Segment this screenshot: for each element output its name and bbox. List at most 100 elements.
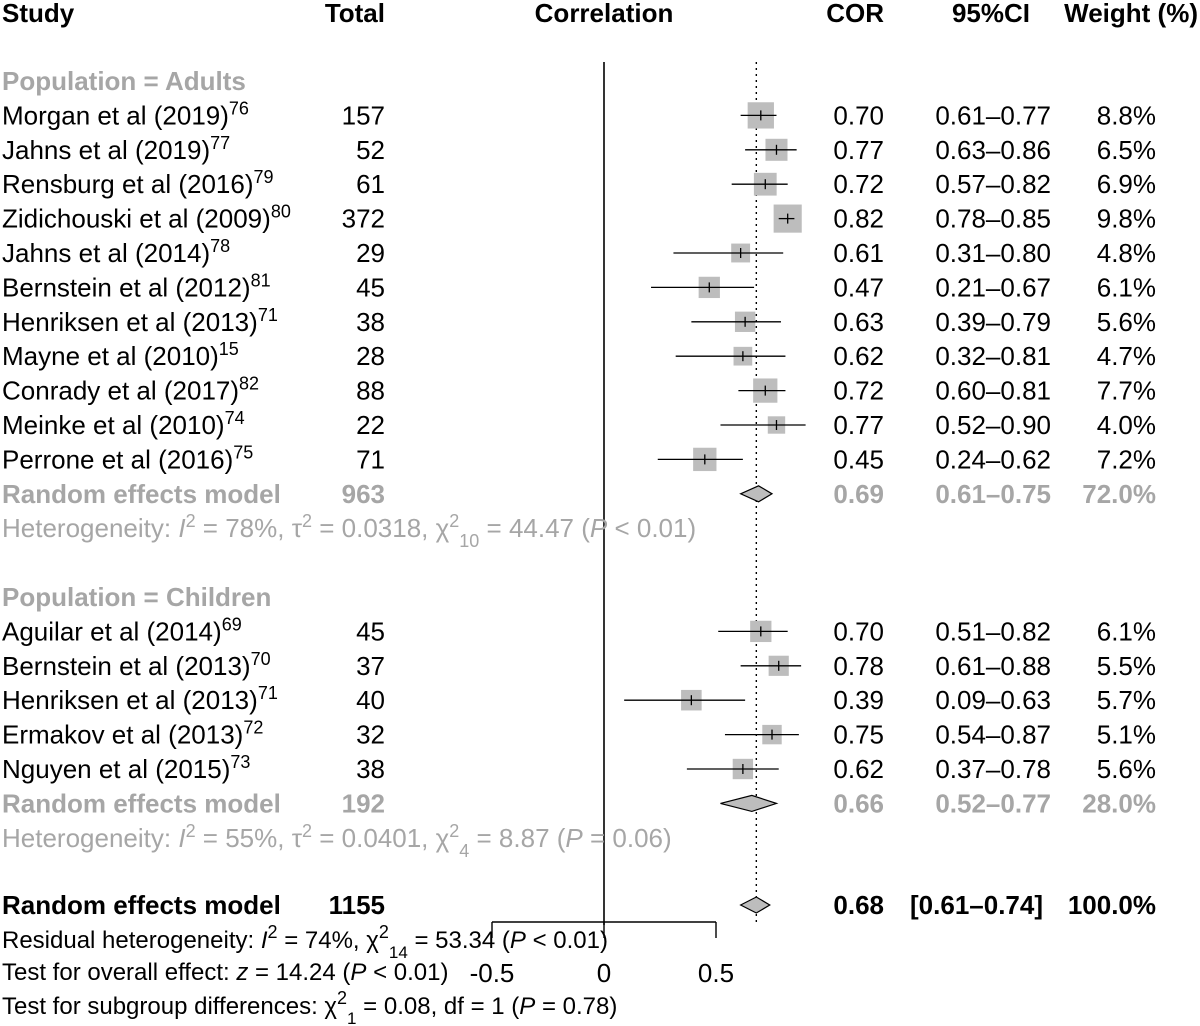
subgroup-summary-cor: 0.66	[833, 788, 884, 818]
overall-summary-cor: 0.68	[833, 890, 884, 920]
study-cor: 0.45	[833, 444, 884, 474]
study-weight: 7.2%	[1097, 444, 1156, 474]
study-name: Jahns et al (2014)78	[2, 236, 230, 268]
study-name: Bernstein et al (2012)81	[2, 270, 271, 302]
study-cor: 0.47	[833, 272, 884, 302]
heterogeneity-text: Heterogeneity: I2 = 55%, τ2 = 0.0401, χ2…	[2, 821, 672, 861]
study-total: 52	[356, 135, 385, 165]
study-weight: 9.8%	[1097, 204, 1156, 234]
subgroup-summary-label: Random effects model	[2, 788, 281, 818]
study-cor: 0.78	[833, 651, 884, 681]
study-name: Henriksen et al (2013)71	[2, 683, 278, 715]
study-ci: 0.57–0.82	[935, 169, 1051, 199]
study-ci: 0.63–0.86	[935, 135, 1051, 165]
header-study: Study	[2, 0, 75, 28]
study-total: 45	[356, 616, 385, 646]
subgroup-summary-diamond	[739, 485, 774, 503]
subgroup-summary-total: 963	[342, 479, 385, 509]
study-cor: 0.72	[833, 376, 884, 406]
study-name: Zidichouski et al (2009)80	[2, 202, 291, 234]
header-total: Total	[325, 0, 385, 28]
header-row: Study Total Correlation COR 95%CI Weight…	[2, 0, 1198, 28]
subgroup-summary-weight: 28.0%	[1082, 788, 1156, 818]
study-cor: 0.77	[833, 135, 884, 165]
study-name: Mayne et al (2010)15	[2, 339, 239, 371]
subgroup-summary-label: Random effects model	[2, 479, 281, 509]
study-cor: 0.62	[833, 341, 884, 371]
study-cor: 0.62	[833, 754, 884, 784]
study-cor: 0.39	[833, 685, 884, 715]
study-weight: 5.5%	[1097, 651, 1156, 681]
study-cor: 0.63	[833, 307, 884, 337]
study-total: 28	[356, 341, 385, 371]
study-name: Perrone et al (2016)75	[2, 442, 253, 474]
study-name: Conrady et al (2017)82	[2, 374, 259, 406]
subgroup-summary-weight: 72.0%	[1082, 479, 1156, 509]
study-ci: 0.32–0.81	[935, 341, 1051, 371]
overall-summary-total: 1155	[329, 890, 385, 920]
x-axis-tick-label: 0.5	[698, 958, 734, 988]
study-ci: 0.61–0.77	[935, 100, 1051, 130]
study-total: 38	[356, 307, 385, 337]
subgroup-summary-cor: 0.69	[833, 479, 884, 509]
residual-heterogeneity-text: Residual heterogeneity: I2 = 74%, χ214 =…	[2, 922, 608, 962]
group-label: Population = Adults	[2, 66, 246, 96]
study-ci: 0.78–0.85	[935, 204, 1051, 234]
subgroup-summary-diamond	[720, 794, 779, 813]
study-cor: 0.77	[833, 410, 884, 440]
study-total: 372	[342, 204, 385, 234]
study-ci: 0.21–0.67	[935, 272, 1051, 302]
study-name: Bernstein et al (2013)70	[2, 649, 271, 681]
overall-summary-diamond	[739, 896, 771, 914]
study-ci: 0.61–0.88	[935, 651, 1051, 681]
study-cor: 0.82	[833, 204, 884, 234]
study-name: Ermakov et al (2013)72	[2, 718, 263, 750]
study-total: 61	[356, 169, 385, 199]
study-ci: 0.54–0.87	[935, 720, 1051, 750]
x-axis-tick-label: -0.5	[470, 958, 515, 988]
study-name: Nguyen et al (2015)73	[2, 752, 250, 784]
study-weight: 5.1%	[1097, 720, 1156, 750]
overall-summary-weight: 100.0%	[1068, 890, 1156, 920]
study-ci: 0.37–0.78	[935, 754, 1051, 784]
overall-summary-ci: [0.61–0.74]	[910, 890, 1043, 920]
graph-layer: -0.5 0 0.5	[470, 62, 806, 988]
study-weight: 5.6%	[1097, 307, 1156, 337]
study-total: 32	[356, 720, 385, 750]
x-axis-tick-label: 0	[597, 958, 611, 988]
study-total: 88	[356, 376, 385, 406]
study-total: 22	[356, 410, 385, 440]
header-correlation: Correlation	[535, 0, 674, 28]
study-total: 29	[356, 238, 385, 268]
study-weight: 6.9%	[1097, 169, 1156, 199]
study-name: Aguilar et al (2014)69	[2, 614, 242, 646]
study-ci: 0.39–0.79	[935, 307, 1051, 337]
study-weight: 4.0%	[1097, 410, 1156, 440]
subgroup-summary-total: 192	[342, 788, 385, 818]
study-name: Jahns et al (2019)77	[2, 133, 230, 165]
overall-effect-test-text: Test for overall effect: z = 14.24 (P < …	[2, 959, 448, 986]
subgroup-summary-ci: 0.61–0.75	[935, 479, 1051, 509]
header-weight: Weight (%)	[1064, 0, 1198, 28]
study-weight: 6.1%	[1097, 616, 1156, 646]
study-total: 157	[342, 100, 385, 130]
study-ci: 0.31–0.80	[935, 238, 1051, 268]
study-name: Meinke et al (2010)74	[2, 408, 245, 440]
study-cor: 0.70	[833, 100, 884, 130]
study-ci: 0.09–0.63	[935, 685, 1051, 715]
study-ci: 0.24–0.62	[935, 444, 1051, 474]
heterogeneity-text: Heterogeneity: I2 = 78%, τ2 = 0.0318, χ2…	[2, 511, 696, 551]
subgroup-differences-test-text: Test for subgroup differences: χ21 = 0.0…	[2, 988, 617, 1026]
study-weight: 5.6%	[1097, 754, 1156, 784]
study-total: 45	[356, 272, 385, 302]
study-weight: 6.5%	[1097, 135, 1156, 165]
header-cor: COR	[826, 0, 884, 28]
study-name: Rensburg et al (2016)79	[2, 167, 274, 199]
study-total: 38	[356, 754, 385, 784]
study-ci: 0.60–0.81	[935, 376, 1051, 406]
study-ci: 0.51–0.82	[935, 616, 1051, 646]
study-weight: 4.7%	[1097, 341, 1156, 371]
study-total: 71	[356, 444, 385, 474]
